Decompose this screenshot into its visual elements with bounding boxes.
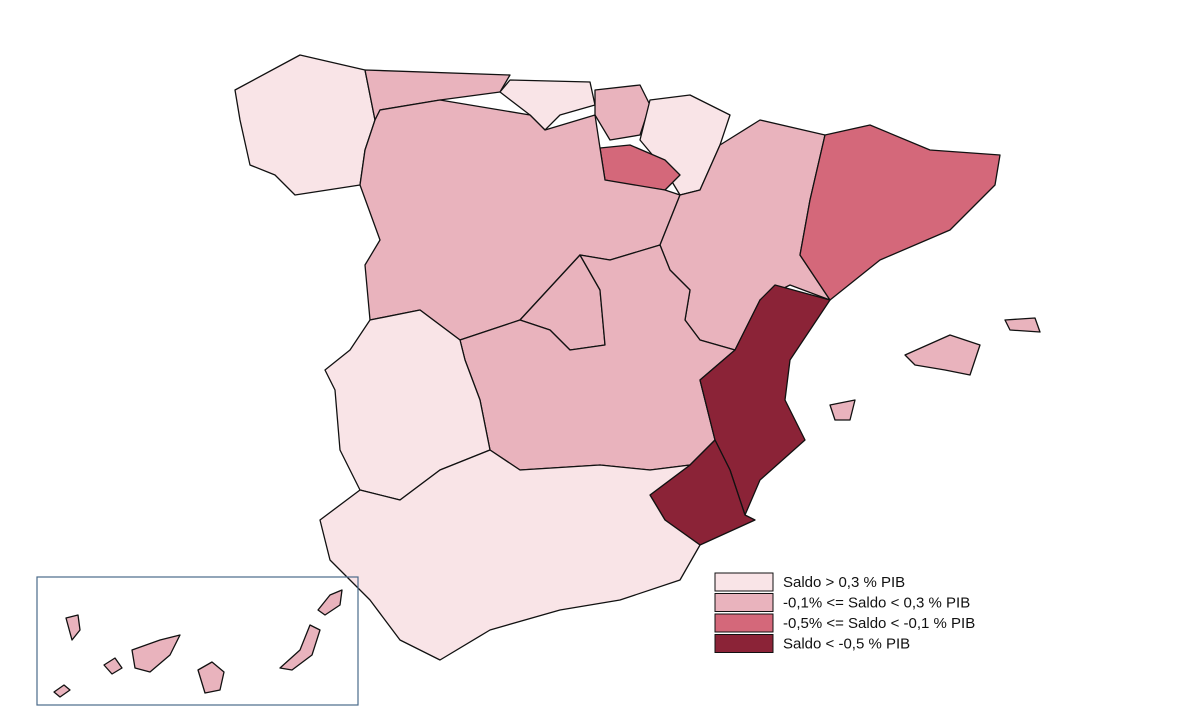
region: [65, 614, 81, 641]
region: [131, 634, 181, 673]
legend-swatch: [714, 634, 774, 653]
region: [904, 334, 981, 376]
region: [279, 624, 321, 671]
legend-label: Saldo < -0,5 % PIB: [783, 635, 910, 652]
legend-swatch: [714, 593, 774, 612]
legend-label: -0,5% <= Saldo < -0,1 % PIB: [783, 615, 975, 632]
legend-label: Saldo > 0,3 % PIB: [783, 574, 905, 591]
region: [234, 54, 376, 196]
region: [1004, 317, 1041, 333]
region: [799, 124, 1001, 301]
region: [53, 684, 71, 698]
regions: [36, 54, 1041, 706]
legend-swatch: [714, 572, 774, 592]
region: [103, 657, 123, 675]
region: [829, 399, 856, 421]
legend: Saldo > 0,3 % PIB -0,1% <= Saldo < 0,3 % …: [714, 572, 975, 653]
region: [317, 589, 343, 616]
inset-frame: [36, 576, 359, 706]
region: [197, 661, 225, 694]
legend-swatch: [714, 613, 774, 633]
region: [319, 449, 701, 661]
legend-label: -0,1% <= Saldo < 0,3 % PIB: [783, 594, 970, 611]
